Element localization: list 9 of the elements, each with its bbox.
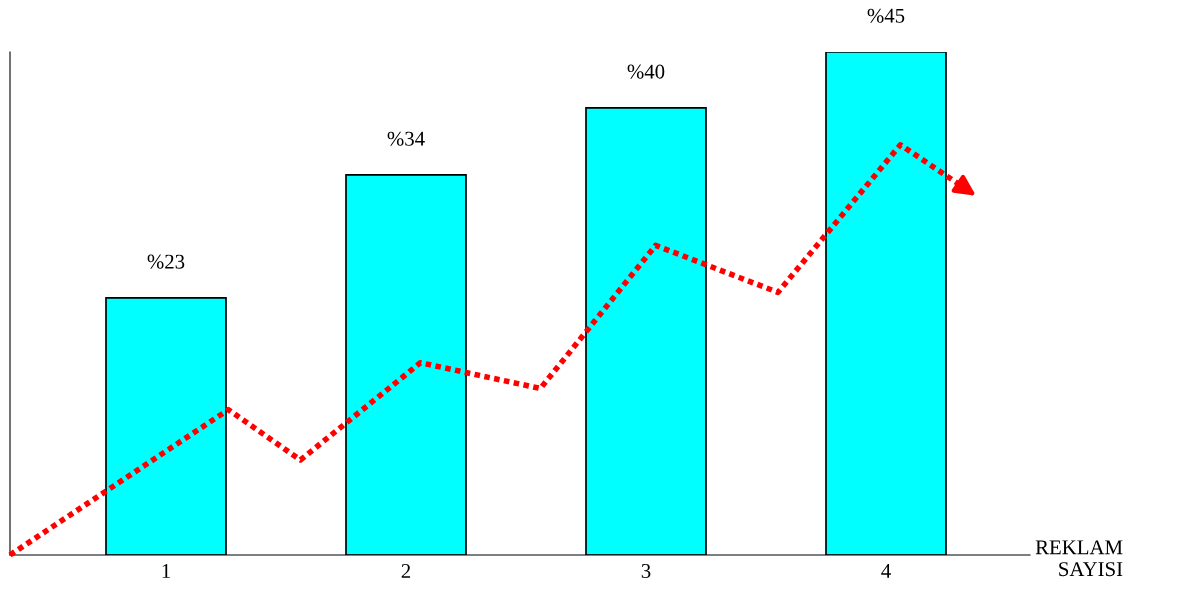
x-axis-title: REKLAM SAYISI: [1035, 540, 1123, 577]
data-label: %34: [387, 131, 425, 146]
x-tick-label: 2: [401, 563, 411, 578]
x-tick-label: 3: [641, 563, 651, 578]
data-label: %23: [147, 254, 185, 269]
x-tick-label: 1: [162, 564, 170, 578]
x-tick-label: 4: [881, 564, 891, 578]
data-label: %45: [867, 8, 905, 23]
data-label: %40: [627, 64, 665, 79]
